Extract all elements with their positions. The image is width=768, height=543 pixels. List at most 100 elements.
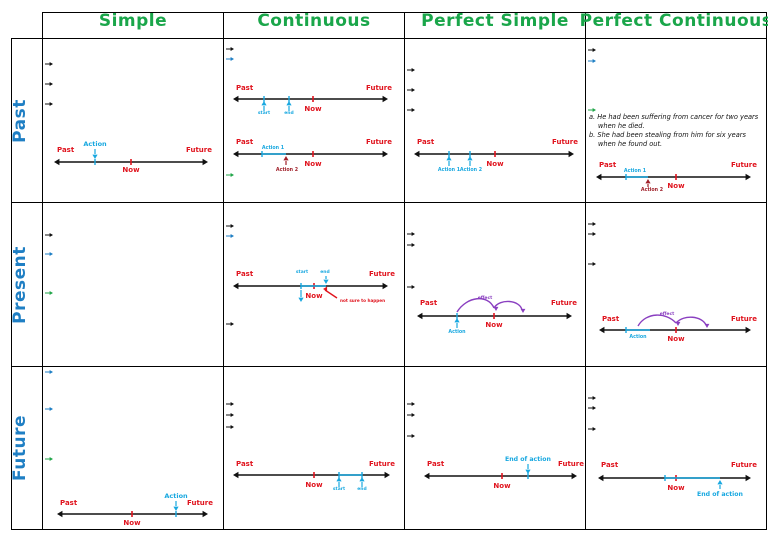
past-perfcont-action2-arrow-head xyxy=(645,179,651,184)
present-perfcont-effect-head2 xyxy=(704,323,710,328)
past-perf-action2-label: Action 2 xyxy=(460,167,482,173)
bullet-past-cont-2-head xyxy=(230,173,234,177)
bullet-present-perf-2-head xyxy=(411,285,415,289)
header-perfect-simple: Perfect Simple xyxy=(421,11,569,31)
present-perfcont-effect-label: effect xyxy=(660,311,675,317)
past-perfcont-now-label: Now xyxy=(667,182,685,190)
future-perfcont-now-label: Now xyxy=(667,484,685,492)
past-cont-1-timeline-arrow-left xyxy=(233,95,239,103)
bullet-future-simple-1-head xyxy=(49,407,53,411)
past-cont-1-past-label: Past xyxy=(236,84,254,92)
present-perf-timeline-arrow-left xyxy=(417,312,423,320)
present-cont-future-label: Future xyxy=(369,270,395,278)
past-cont-1-future-label: Future xyxy=(366,84,392,92)
bullet-present-perfcont-0-head xyxy=(592,222,596,226)
bullet-future-simple-2-head xyxy=(49,457,53,461)
past-perf-action1-arrow-head xyxy=(446,156,452,161)
bullet-past-perf-0-head xyxy=(411,68,415,72)
present-cont-end-arrow-head xyxy=(323,279,329,284)
future-cont-future-label: Future xyxy=(369,460,395,468)
future-cont-end-label: end xyxy=(357,486,366,492)
bullet-present-cont-2-head xyxy=(230,322,234,326)
bullet-present-cont-1-head xyxy=(230,234,234,238)
future-perfcont-past-label: Past xyxy=(601,461,619,469)
past-cont-1-timeline-arrow-right xyxy=(382,95,388,103)
past-cont-1-start-arrow-head xyxy=(261,101,267,106)
header-continuous: Continuous xyxy=(257,11,371,31)
future-cont-timeline-arrow-left xyxy=(233,471,239,479)
present-perf-effect-arc1 xyxy=(456,298,495,313)
future-simple-future-label: Future xyxy=(187,499,213,507)
future-cont-start-label: start xyxy=(333,486,346,492)
past-simple-now-label: Now xyxy=(122,166,140,174)
bullet-past-simple-2-head xyxy=(49,102,53,106)
past-simple-action-label: Action xyxy=(83,140,107,148)
bullet-past-cont-1-head xyxy=(230,57,234,61)
present-perfcont-action-label: Action xyxy=(629,334,647,340)
future-perf-timeline-arrow-left xyxy=(424,472,430,480)
present-perfcont-effect-arc1 xyxy=(637,314,677,327)
future-perf-timeline-arrow-right xyxy=(571,472,577,480)
present-cont-end-label: end xyxy=(320,269,329,275)
bullet-present-perf-1-head xyxy=(411,243,415,247)
bullet-past-cont-0-head xyxy=(230,47,234,51)
future-cont-now-label: Now xyxy=(305,481,323,489)
present-perf-effect-head2 xyxy=(520,308,526,313)
present-perf-action-arrow-head xyxy=(454,318,460,323)
past-perfcont-future-label: Future xyxy=(731,161,757,169)
row-label-future-text: Future xyxy=(10,414,31,482)
bullet-past-perfcont-1-head xyxy=(592,59,596,63)
present-cont-now-label: Now xyxy=(305,292,323,300)
bullet-future-perf-2-head xyxy=(411,434,415,438)
present-cont-start-arrow-head xyxy=(298,297,304,302)
past-perfcont-action2-label: Action 2 xyxy=(641,187,663,193)
present-perf-effect-arc2 xyxy=(493,300,523,311)
future-cont-timeline-arrow-right xyxy=(384,471,390,479)
present-perfcont-now-label: Now xyxy=(667,335,685,343)
bullet-past-perfcont-2-head xyxy=(592,108,596,112)
present-perfcont-timeline-arrow-left xyxy=(599,326,605,334)
present-perf-past-label: Past xyxy=(420,299,438,307)
past-cont-2-future-label: Future xyxy=(366,138,392,146)
bullet-future-cont-1-head xyxy=(230,413,234,417)
past-simple-timeline-arrow-left xyxy=(54,158,60,166)
future-perfcont-timeline-arrow-right xyxy=(745,474,751,482)
past-perfcont-timeline-arrow-right xyxy=(745,173,751,181)
example-b: b. She had been stealing from him for si… xyxy=(589,131,746,148)
past-cont-2-timeline-arrow-left xyxy=(233,150,239,158)
future-cont-end-arrow-head xyxy=(359,477,365,482)
present-cont-past-label: Past xyxy=(236,270,254,278)
bullet-past-simple-1-head xyxy=(49,82,53,86)
bullet-future-perfcont-0-head xyxy=(592,396,596,400)
past-cont-1-end-label: end xyxy=(284,110,293,116)
present-perfcont-past-label: Past xyxy=(602,315,620,323)
future-cont-past-label: Past xyxy=(236,460,254,468)
example-a: a. He had been suffering from cancer for… xyxy=(589,113,759,130)
bullet-present-perf-0-head xyxy=(411,232,415,236)
past-cont-2-action2-arrow-head xyxy=(283,156,289,161)
header-perfect-continuous: Perfect Continuous xyxy=(579,11,768,31)
past-perf-action1-label: Action 1 xyxy=(438,167,460,173)
past-cont-1-start-label: start xyxy=(258,110,271,116)
bullet-past-simple-0-head xyxy=(49,62,53,66)
bullet-past-perf-1-head xyxy=(411,88,415,92)
bullet-future-perfcont-1-head xyxy=(592,406,596,410)
present-perf-now-label: Now xyxy=(485,321,503,329)
bullet-present-perfcont-1-head xyxy=(592,232,596,236)
future-simple-timeline-arrow-left xyxy=(57,510,63,518)
present-perf-future-label: Future xyxy=(551,299,577,307)
past-cont-1-end-arrow-head xyxy=(286,101,292,106)
header-simple: Simple xyxy=(98,11,168,31)
bullet-present-cont-0-head xyxy=(230,224,234,228)
row-label-past: Past xyxy=(0,39,40,202)
future-perf-end-label: End of action xyxy=(505,456,551,463)
future-perfcont-end-arrow-head xyxy=(717,480,723,485)
future-perfcont-end-label: End of action xyxy=(697,491,743,498)
past-cont-2-now-label: Now xyxy=(304,160,322,168)
future-simple-action-label: Action xyxy=(164,492,188,500)
past-simple-past-label: Past xyxy=(57,146,75,154)
present-cont-timeline-arrow-right xyxy=(382,282,388,290)
past-perf-future-label: Future xyxy=(552,138,578,146)
future-perfcont-timeline-arrow-left xyxy=(598,474,604,482)
past-simple-timeline-arrow-right xyxy=(202,158,208,166)
